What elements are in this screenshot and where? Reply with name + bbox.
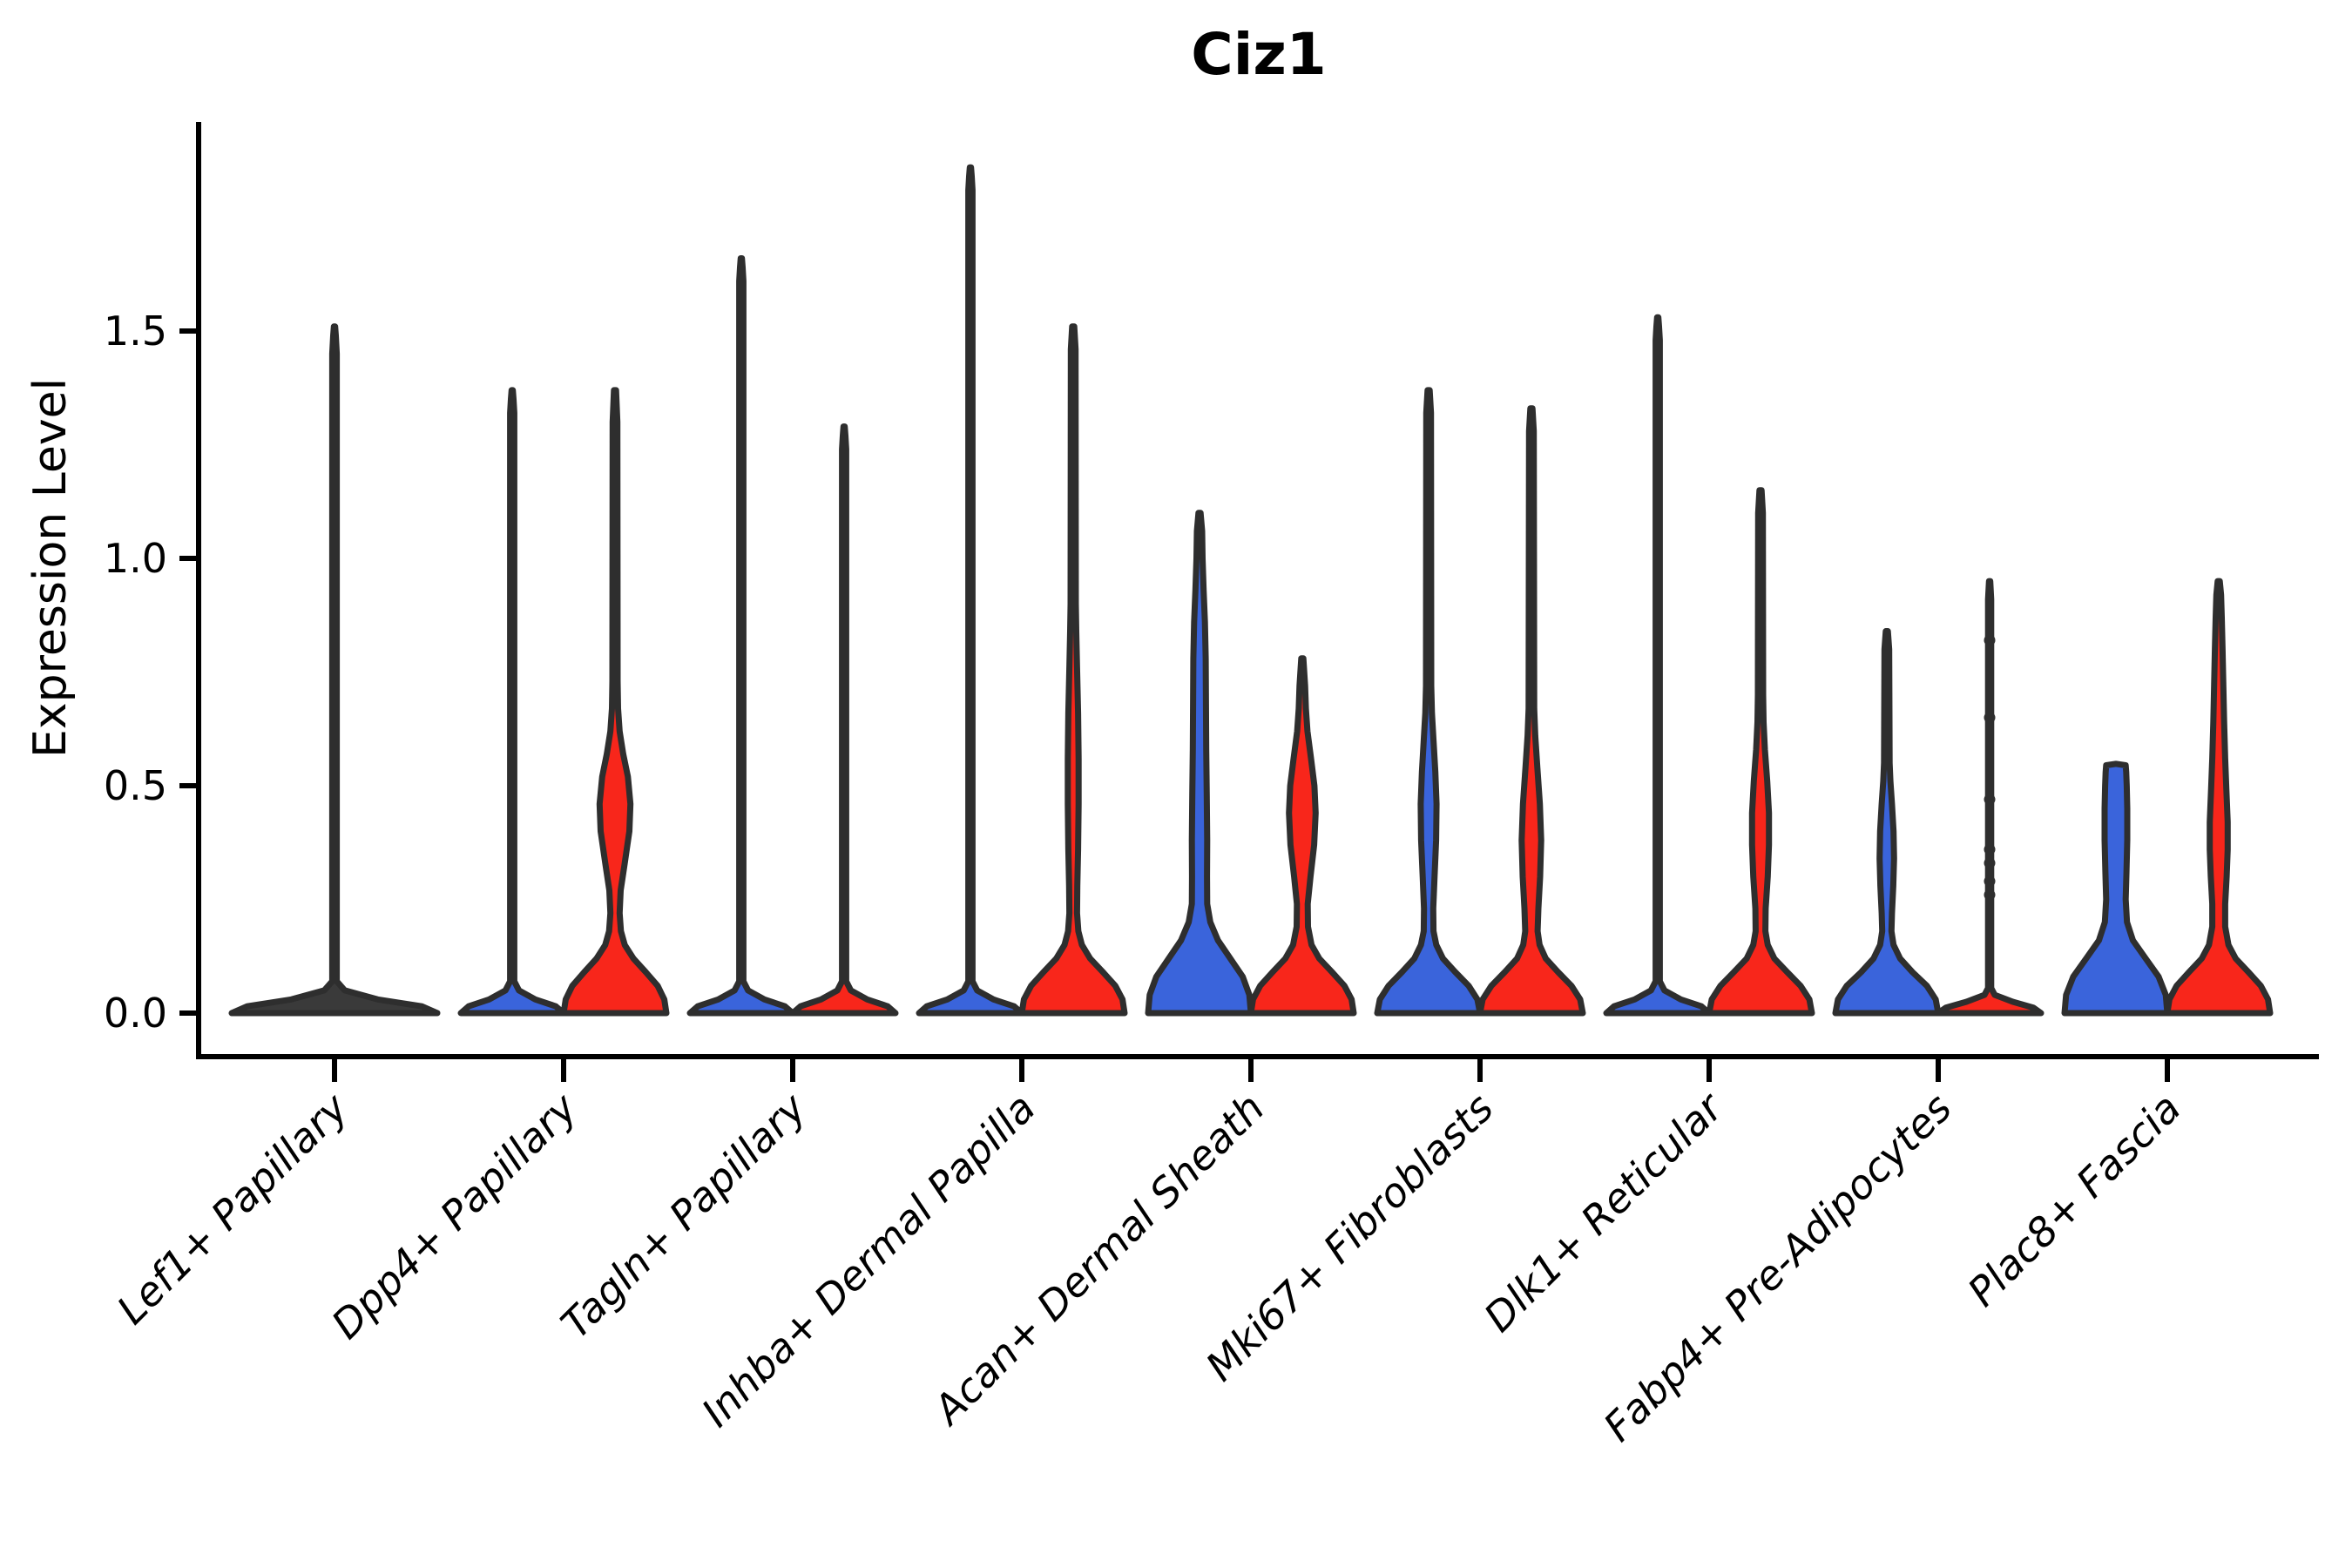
x-tick-label: Tagln+ Papillary [551,1084,815,1348]
violin-red-6 [1706,487,1815,1017]
violin-blue-1 [457,387,567,1017]
data-point [1984,634,1996,646]
violin-red-4 [1247,655,1357,1017]
data-point [1984,889,1996,901]
violin-blue-3 [916,164,1025,1017]
data-point [1984,712,1996,724]
x-tick-label: Plac8+ Fascia [1958,1085,2189,1315]
y-tick-label: 0.5 [104,762,167,809]
violin-red-5 [1477,405,1586,1017]
violin-red-3 [1018,323,1128,1017]
data-point [1984,875,1996,888]
y-tick-label: 1.5 [104,308,167,355]
violin-blue-5 [1374,387,1484,1017]
x-tick-label: Lef1+ Papillary [108,1084,357,1333]
x-tick-label: Dlk1+ Reticular [1475,1082,1734,1341]
violin-blue-4 [1145,510,1254,1017]
data-point [1984,794,1996,806]
violin-blue-8 [2061,760,2171,1017]
violin-single-0 [228,323,441,1017]
data-point [1984,843,1996,855]
y-tick-label: 1.0 [104,535,167,582]
chart-title: Ciz1 [1191,21,1327,88]
data-point [1984,857,1996,869]
violin-blue-6 [1603,314,1713,1017]
violin-red-2 [789,423,899,1017]
x-tick-label: Dpp4+ Papillary [322,1084,586,1348]
violin-blue-7 [1832,628,1942,1017]
y-axis-label: Expression Level [24,377,77,759]
violin-red-1 [560,387,670,1017]
y-tick-label: 0.0 [104,990,167,1037]
violin-red-8 [2164,578,2274,1017]
violin-blue-2 [686,255,796,1017]
